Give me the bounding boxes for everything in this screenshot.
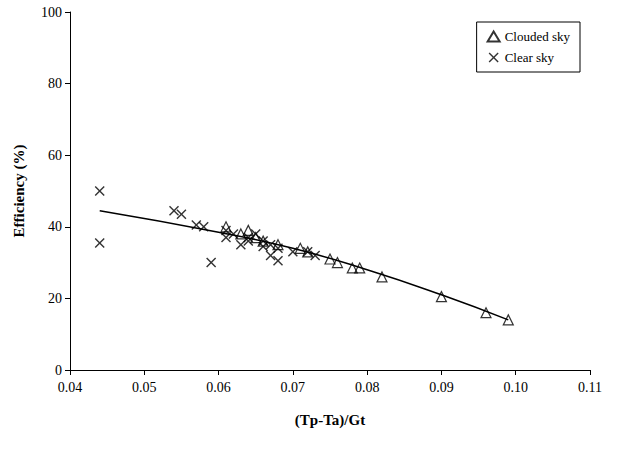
svg-text:(Tp-Ta)/Gt: (Tp-Ta)/Gt	[295, 412, 365, 429]
svg-text:100: 100	[41, 5, 62, 20]
svg-text:40: 40	[48, 219, 62, 234]
svg-text:0.10: 0.10	[503, 380, 528, 395]
svg-text:0.05: 0.05	[132, 380, 157, 395]
svg-text:Clear sky: Clear sky	[505, 50, 555, 65]
svg-text:0.11: 0.11	[578, 380, 602, 395]
svg-text:Efficiency (%): Efficiency (%)	[11, 145, 28, 238]
svg-text:0.07: 0.07	[281, 380, 306, 395]
svg-text:20: 20	[48, 291, 62, 306]
svg-text:0.04: 0.04	[58, 380, 83, 395]
svg-text:0.08: 0.08	[355, 380, 380, 395]
svg-text:0.06: 0.06	[206, 380, 231, 395]
svg-text:80: 80	[48, 76, 62, 91]
svg-text:Clouded sky: Clouded sky	[505, 29, 571, 44]
svg-text:0.09: 0.09	[429, 380, 454, 395]
svg-text:60: 60	[48, 148, 62, 163]
svg-text:0: 0	[55, 363, 62, 378]
